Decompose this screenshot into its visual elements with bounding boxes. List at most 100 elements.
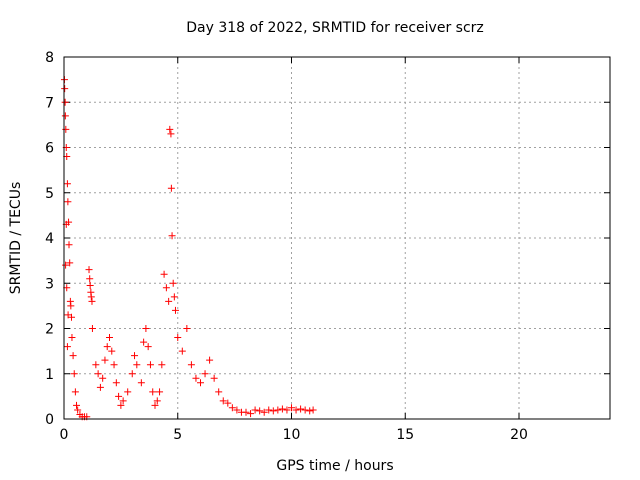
data-point	[178, 347, 186, 355]
data-point	[156, 388, 164, 396]
data-point	[61, 98, 69, 106]
data-point	[301, 406, 309, 414]
data-point	[96, 383, 104, 391]
data-point	[162, 284, 170, 292]
data-point	[274, 406, 282, 414]
data-point	[65, 241, 73, 249]
data-point	[67, 302, 75, 310]
data-point	[183, 325, 191, 332]
data-point	[297, 405, 305, 413]
ticks: 0 5 10 15 20 0 1 2 3 4 5 6 7 8	[45, 50, 610, 443]
data-point	[142, 325, 150, 332]
x-tick-label: 20	[510, 427, 528, 443]
data-point	[92, 361, 100, 369]
y-tick-label: 8	[45, 50, 54, 66]
data-point	[131, 352, 139, 360]
x-axis-label: GPS time / hours	[276, 458, 393, 474]
data-point	[124, 388, 132, 396]
data-point	[62, 261, 70, 269]
plot-frame	[63, 56, 611, 420]
data-point	[61, 85, 69, 93]
data-point	[251, 406, 259, 414]
data-point	[99, 374, 107, 382]
data-point	[101, 356, 109, 364]
data-point	[88, 297, 96, 305]
y-tick-label: 2	[45, 322, 54, 338]
data-point	[146, 361, 154, 369]
data-point	[278, 405, 286, 413]
data-point	[110, 361, 118, 369]
data-point	[71, 388, 79, 396]
x-tick-label: 0	[60, 427, 69, 443]
data-point	[140, 338, 148, 346]
data-point	[233, 406, 241, 414]
data-point	[165, 297, 173, 305]
data-point	[160, 270, 168, 278]
data-point	[224, 399, 232, 407]
data-point	[86, 282, 94, 290]
data-point	[174, 334, 182, 342]
data-point	[201, 370, 209, 378]
data-point	[242, 408, 250, 416]
data-point	[206, 356, 214, 364]
data-point	[87, 293, 95, 301]
data-point	[133, 361, 141, 369]
y-tick-label: 1	[45, 367, 54, 383]
data-point	[108, 347, 116, 355]
data-point	[283, 406, 291, 414]
data-point	[137, 379, 145, 387]
data-point	[309, 406, 317, 414]
data-point	[292, 406, 300, 414]
data-point	[247, 410, 255, 418]
chart-title: Day 318 of 2022, SRMTID for receiver scr…	[186, 20, 484, 36]
data-point	[88, 325, 96, 332]
data-point	[171, 306, 179, 314]
data-point	[85, 266, 93, 274]
data-point	[197, 379, 204, 387]
data-point	[66, 259, 74, 267]
data-points	[60, 76, 317, 421]
data-point	[119, 397, 127, 405]
data-point	[256, 407, 264, 415]
data-point	[68, 313, 76, 321]
data-point	[69, 352, 77, 360]
x-tick-label: 10	[283, 427, 301, 443]
y-tick-label: 3	[45, 276, 54, 292]
y-tick-label: 4	[45, 231, 54, 247]
data-point	[219, 397, 227, 405]
data-point	[260, 408, 268, 416]
data-point	[65, 218, 73, 226]
y-tick-label: 5	[45, 186, 54, 202]
data-point	[106, 334, 113, 342]
data-point	[70, 370, 78, 378]
data-point	[187, 361, 195, 369]
data-point	[63, 180, 71, 188]
data-point	[228, 404, 236, 412]
data-point	[61, 112, 69, 120]
y-tick-label: 7	[45, 95, 54, 111]
data-point	[128, 370, 136, 378]
data-point	[167, 130, 175, 138]
data-point	[166, 125, 174, 133]
data-point	[168, 232, 176, 240]
x-tick-label: 15	[396, 427, 414, 443]
data-point	[74, 406, 82, 414]
data-point	[288, 404, 295, 412]
data-point	[115, 392, 123, 400]
data-point	[117, 401, 125, 409]
y-tick-label: 6	[45, 141, 54, 157]
data-point	[73, 401, 81, 409]
data-point	[158, 361, 166, 369]
data-point	[306, 407, 314, 415]
x-tick-label: 5	[173, 427, 182, 443]
grid	[64, 57, 610, 419]
data-point	[149, 388, 157, 396]
data-point	[167, 184, 175, 192]
data-point	[86, 275, 94, 283]
y-axis-label: SRMTID / TECUs	[8, 182, 24, 295]
data-point	[62, 125, 70, 133]
data-point	[265, 406, 273, 414]
data-point	[210, 374, 218, 382]
data-point	[63, 343, 71, 351]
